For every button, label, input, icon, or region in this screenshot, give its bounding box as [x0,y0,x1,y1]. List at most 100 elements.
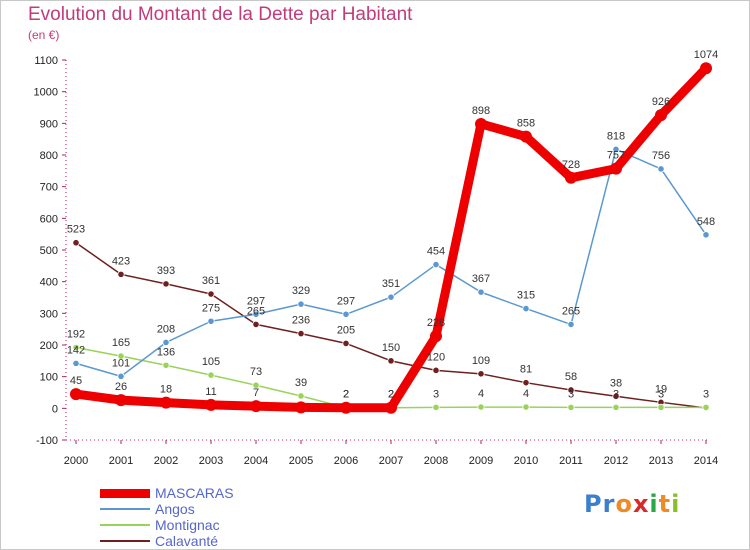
chart-title: Evolution du Montant de la Dette par Hab… [28,4,413,25]
data-label: 208 [157,323,175,335]
data-point [657,165,665,173]
data-label: 858 [517,118,535,130]
data-point [72,359,80,367]
data-label: 728 [562,159,580,171]
data-label: 423 [112,255,130,267]
data-point [655,109,667,122]
data-point [117,352,125,360]
data-point [567,403,575,411]
proxiti-logo: Proxiti [584,490,680,518]
legend: MASCARAS Angos Montignac Calavanté [100,485,320,549]
data-label: 926 [652,96,670,108]
x-tick-label: 2003 [199,455,223,467]
x-tick-label: 2014 [694,455,718,467]
data-point [612,145,620,153]
data-label: 4 [523,388,529,400]
data-point [72,343,80,352]
data-label: 73 [250,366,262,378]
y-tick-label: 1000 [34,87,58,99]
data-point [430,330,442,343]
y-tick-label: 700 [40,182,58,194]
x-tick-label: 2008 [424,455,448,467]
data-label: 315 [517,290,535,302]
data-label: 109 [472,355,490,367]
data-label: 58 [565,371,577,383]
data-label: 81 [520,364,532,376]
data-point [252,320,260,329]
data-point [342,339,350,348]
data-label: 7 [253,387,259,399]
data-label: 101 [112,357,130,369]
data-label: 205 [337,324,355,336]
data-point [252,381,260,389]
x-tick-label: 2007 [379,455,403,467]
x-tick-label: 2010 [514,455,538,467]
data-label: 38 [610,377,622,389]
logo-letter: x [632,490,650,518]
data-point [207,371,215,379]
data-label: 105 [202,356,220,368]
x-tick-label: 2004 [244,455,268,467]
data-point [520,130,532,143]
data-point [297,300,305,308]
data-point [252,310,260,318]
data-point [387,357,395,365]
data-label: 1074 [694,49,718,61]
data-label: 351 [382,278,400,290]
logo-letter: P [584,490,603,518]
data-label: 142 [67,344,85,356]
data-label: 228 [427,317,445,329]
legend-item: MASCARAS [100,485,320,501]
y-tick-label: 900 [40,118,58,130]
data-label: 361 [202,275,220,287]
logo-letter: t [658,490,672,518]
data-label: 3 [613,388,619,400]
legend-label: Calavanté [155,533,219,549]
data-label: 3 [568,388,574,400]
data-label: 2 [343,389,349,401]
x-tick-label: 2012 [604,455,628,467]
data-point [657,403,665,411]
x-tick-label: 2006 [334,455,358,467]
data-label: 26 [115,381,127,393]
data-label: 818 [607,130,625,142]
data-label: 120 [427,351,445,363]
logo-letter: r [602,490,616,518]
x-tick-label: 2002 [154,455,178,467]
data-label: 2 [388,389,394,401]
data-label: 236 [292,315,310,327]
x-tick-label: 2011 [559,455,583,467]
data-label: 265 [247,305,265,317]
data-label: 393 [157,265,175,277]
legend-label: Montignac [155,517,220,533]
data-point [477,370,485,378]
data-point [162,338,170,347]
data-point [475,117,487,130]
data-label: 265 [562,305,580,317]
x-tick-label: 2001 [109,455,133,467]
x-tick-label: 2000 [64,455,88,467]
data-point [297,392,305,400]
data-point [117,372,125,380]
data-point [207,290,215,298]
data-point [702,231,710,239]
data-point [700,62,712,75]
data-label: 19 [655,383,667,395]
data-point [70,388,82,401]
data-label: 523 [67,224,85,236]
logo-letter: i [671,490,681,518]
data-label: 548 [697,216,715,228]
legend-swatch [100,508,150,510]
data-label: 297 [247,295,265,307]
data-point [477,403,485,411]
legend-item: Montignac [100,517,320,533]
data-point [207,317,215,325]
data-point [432,403,440,411]
data-label: 18 [160,384,172,396]
y-tick-label: 0 [52,403,58,415]
data-label: 757 [607,150,625,162]
legend-item: Calavanté [100,533,320,549]
legend-swatch [100,489,150,498]
data-point [432,366,440,374]
data-point [250,400,262,413]
